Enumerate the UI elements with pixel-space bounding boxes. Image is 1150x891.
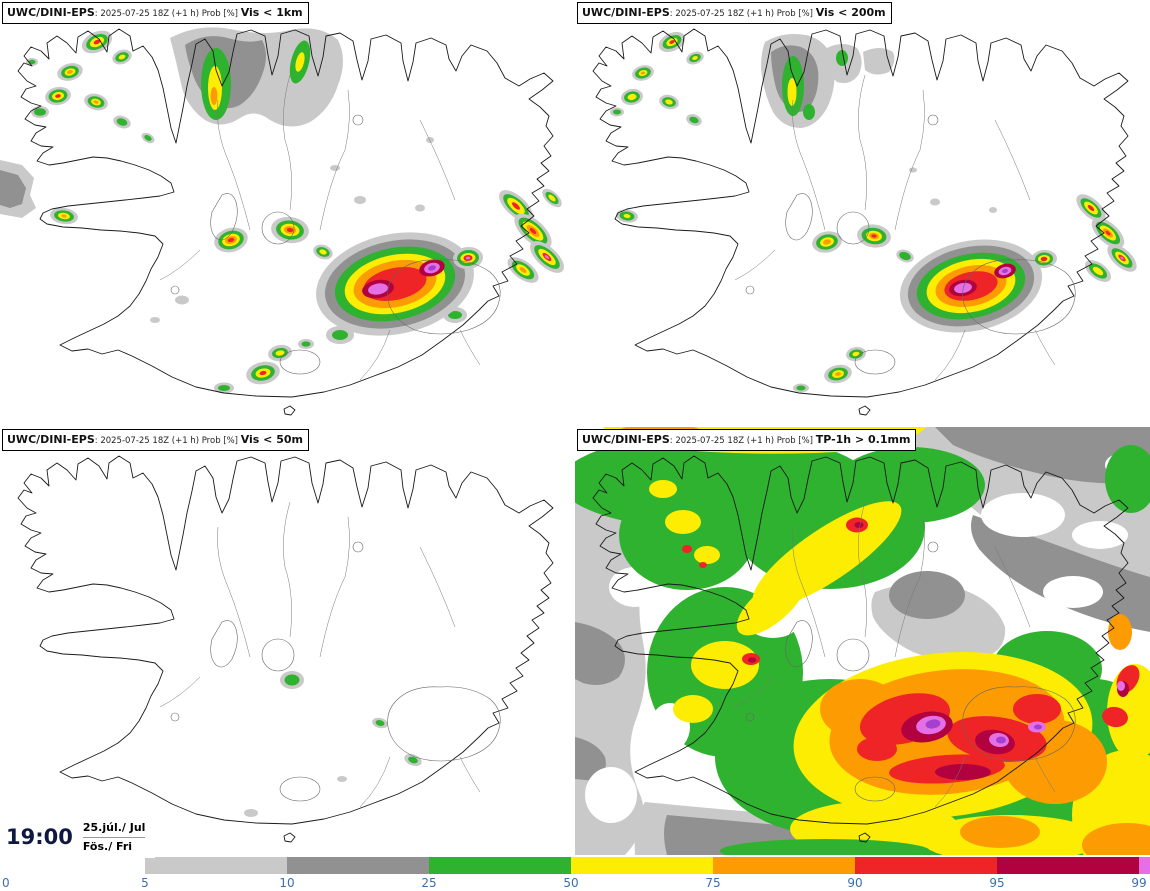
- model-name: UWC/DINI-EPS: [7, 433, 95, 446]
- valid-day: Fös./ Fri: [82, 839, 133, 853]
- probability-field: [244, 671, 422, 817]
- colorbar-tick-label: 95: [989, 876, 1005, 890]
- colorbar-tick-label: 5: [141, 876, 149, 890]
- threshold-label: TP-1h > 0.1mm: [815, 433, 911, 446]
- colorbar-segment: [855, 857, 997, 874]
- panel-title: UWC/DINI-EPS: 2025-07-25 18Z (+1 h) Prob…: [577, 2, 892, 24]
- panel-vis-1km: UWC/DINI-EPS: 2025-07-25 18Z (+1 h) Prob…: [0, 0, 575, 428]
- map-vis-200m: [592, 28, 1137, 416]
- run-info: : 2025-07-25 18Z (+1 h) Prob [%]: [669, 436, 816, 446]
- colorbar-tick-label: 90: [847, 876, 863, 890]
- colorbar-segment: [287, 857, 429, 874]
- valid-date-block: 25.júl./ Jul Fös./ Fri: [82, 821, 146, 854]
- colorbar-segment: [571, 857, 713, 874]
- panel-title: UWC/DINI-EPS: 2025-07-25 18Z (+1 h) Prob…: [2, 2, 309, 24]
- model-name: UWC/DINI-EPS: [7, 6, 95, 19]
- threshold-label: Vis < 200m: [815, 6, 886, 19]
- colorbar-tick-label: 99: [1131, 876, 1147, 890]
- probability-field: [0, 27, 564, 394]
- threshold-label: Vis < 50m: [240, 433, 303, 446]
- timestamp-block: 19:00 25.júl./ Jul Fös./ Fri: [0, 818, 156, 858]
- valid-date: 25.júl./ Jul: [82, 821, 146, 838]
- run-info: : 2025-07-25 18Z (+1 h) Prob [%]: [94, 9, 241, 19]
- panel-title: UWC/DINI-EPS: 2025-07-25 18Z (+1 h) Prob…: [2, 429, 309, 451]
- colorbar-tick-label: 50: [563, 876, 579, 890]
- threshold-label: Vis < 1km: [240, 6, 303, 19]
- colorbar-segment: [145, 857, 287, 874]
- iceland-coastline: [17, 455, 554, 843]
- panel-title: UWC/DINI-EPS: 2025-07-25 18Z (+1 h) Prob…: [577, 429, 917, 451]
- panel-vis-200m: UWC/DINI-EPS: 2025-07-25 18Z (+1 h) Prob…: [575, 0, 1150, 428]
- colorbar-segment: [1139, 857, 1150, 874]
- panel-vis-50m: UWC/DINI-EPS: 2025-07-25 18Z (+1 h) Prob…: [0, 427, 575, 855]
- map-vis-50m: [17, 455, 554, 843]
- model-name: UWC/DINI-EPS: [582, 6, 670, 19]
- colorbar: 0 5 10 25 50 75 90 95 99: [0, 856, 1150, 891]
- run-info: : 2025-07-25 18Z (+1 h) Prob [%]: [669, 9, 816, 19]
- colorbar-tick-label: 0: [2, 876, 10, 890]
- map-tp-1h: [575, 427, 1150, 855]
- probability-field: [575, 427, 1150, 855]
- probability-field: [610, 31, 1137, 393]
- colorbar-segment: [997, 857, 1139, 874]
- map-vis-1km: [0, 27, 564, 416]
- colorbar-ticks: 0 5 10 25 50 75 90 95 99: [0, 876, 1150, 891]
- colorbar-tick-label: 10: [279, 876, 295, 890]
- run-info: : 2025-07-25 18Z (+1 h) Prob [%]: [94, 436, 241, 446]
- colorbar-segment: [429, 857, 571, 874]
- model-name: UWC/DINI-EPS: [582, 433, 670, 446]
- colorbar-bar: [145, 857, 1150, 874]
- colorbar-tick-label: 75: [705, 876, 721, 890]
- panel-tp-1h: UWC/DINI-EPS: 2025-07-25 18Z (+1 h) Prob…: [575, 427, 1150, 855]
- valid-time: 19:00: [6, 825, 73, 850]
- colorbar-tick-label: 25: [421, 876, 437, 890]
- colorbar-segment: [713, 857, 855, 874]
